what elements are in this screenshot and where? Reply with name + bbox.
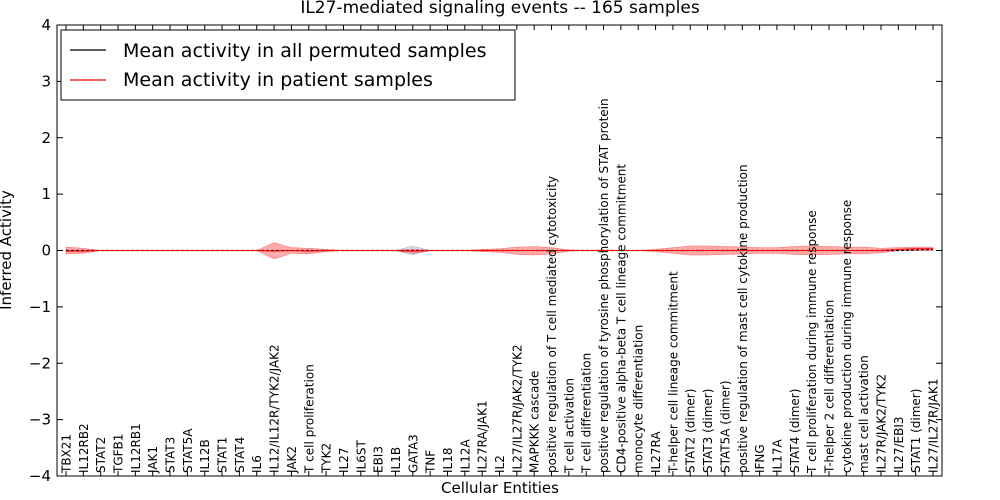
x-tick-label: IL27RA/JAK1 [476, 400, 490, 473]
x-tick-label: IL6 [250, 455, 264, 473]
legend-label-permuted: Mean activity in all permuted samples [123, 40, 486, 62]
x-tick-label: TYK2 [320, 443, 334, 474]
x-tick-label: IL1B [389, 447, 403, 473]
x-tick-label: STAT3 [164, 437, 178, 473]
x-tick-label: T-helper 2 cell differentiation [822, 300, 836, 474]
x-tick-label: IL18 [441, 448, 455, 474]
x-tick-label: IL6ST [354, 440, 368, 473]
x-tick-label: cytokine production during immune respon… [840, 200, 854, 473]
x-tick-label: T cell proliferation during immune respo… [805, 210, 819, 474]
x-tick-label: TGFB1 [112, 434, 126, 474]
x-tick-label: STAT1 (dimer) [909, 389, 923, 473]
y-tick-label: −4 [29, 467, 51, 485]
legend-label-patient: Mean activity in patient samples [123, 69, 433, 91]
y-tick-label: 3 [41, 72, 51, 90]
y-tick-label: 2 [41, 129, 51, 147]
x-tick-label: T-helper cell lineage commitment [666, 271, 680, 474]
chart-title: IL27-mediated signaling events -- 165 sa… [300, 0, 700, 18]
x-tick-label: IL12RB2 [77, 423, 91, 473]
x-tick-label: TNF [424, 450, 438, 474]
x-tick-label: IL12B [198, 439, 212, 473]
x-tick-label: T cell activation [562, 378, 576, 474]
plot-area [65, 242, 934, 260]
x-tick-label: T cell proliferation [302, 364, 316, 474]
y-tick-label: 1 [41, 185, 51, 203]
x-tick-label: IL27RA [649, 431, 663, 473]
legend-box [60, 29, 516, 101]
x-tick-label: IL27 [337, 448, 351, 474]
x-tick-label: positive regulation of tyrosine phosphor… [597, 98, 611, 473]
x-tick-label: T cell differentiation [580, 353, 594, 474]
x-tick-label: IL12RB1 [129, 423, 143, 473]
legend: Mean activity in all permuted samples Me… [60, 29, 516, 101]
x-tick-label: STAT4 [233, 437, 247, 473]
x-tick-label: IL27/IL27R/JAK1 [927, 379, 941, 473]
x-tick-label: IL2 [493, 455, 507, 473]
x-tick-label: monocyte differentiation [632, 325, 646, 473]
x-tick-label: IL27/EBI3 [892, 416, 906, 473]
y-tick-label: 0 [41, 242, 51, 260]
x-tick-label: STAT1 [216, 437, 230, 473]
y-tick-label: −1 [29, 298, 51, 316]
x-tick-label: CD4-positive alpha-beta T cell lineage c… [614, 164, 628, 473]
y-tick-label: 4 [41, 16, 51, 34]
x-tick-label: EBI3 [372, 446, 386, 473]
y-axis-ticks: −4 −3 −2 −1 0 1 2 3 4 [29, 16, 942, 485]
x-tick-label: TBX21 [60, 434, 74, 474]
x-tick-label: IL12/IL12R/TYK2/JAK2 [268, 344, 282, 473]
x-tick-label: IL17A [770, 439, 784, 473]
y-tick-label: −3 [29, 411, 51, 429]
x-tick-label: positive regulation of mast cell cytokin… [736, 164, 750, 473]
x-tick-label: STAT3 (dimer) [701, 389, 715, 473]
series-patient-line [66, 248, 933, 252]
x-tick-label: JAK2 [285, 446, 299, 474]
x-tick-label: GATA3 [406, 434, 420, 473]
x-tick-label: STAT2 (dimer) [684, 389, 698, 473]
x-tick-label: JAK1 [146, 446, 160, 474]
x-tick-label: IL12A [458, 439, 472, 473]
x-axis-label: Cellular Entities [441, 479, 559, 497]
y-tick-label: −2 [29, 354, 51, 372]
x-tick-label: STAT2 [94, 437, 108, 473]
x-tick-label: STAT4 (dimer) [788, 389, 802, 473]
x-axis-ticks: TBX21 IL12RB2 STAT2 TGFB1 IL12RB1 JAK1 STAT3 ST… [60, 25, 941, 476]
x-tick-label: STAT5A [181, 428, 195, 473]
x-tick-label: IFNG [753, 444, 767, 473]
x-tick-label: positive regulation of T cell mediated c… [545, 176, 559, 473]
x-tick-label: IL27R/JAK2/TYK2 [874, 374, 888, 473]
x-tick-label: MAPKKK cascade [528, 371, 542, 473]
y-axis-label: Inferred Activity [0, 190, 15, 310]
x-tick-label: STAT5A (dimer) [718, 380, 732, 473]
x-tick-label: mast cell activation [857, 355, 871, 473]
x-tick-label: IL27/IL27R/JAK2/TYK2 [510, 344, 524, 473]
